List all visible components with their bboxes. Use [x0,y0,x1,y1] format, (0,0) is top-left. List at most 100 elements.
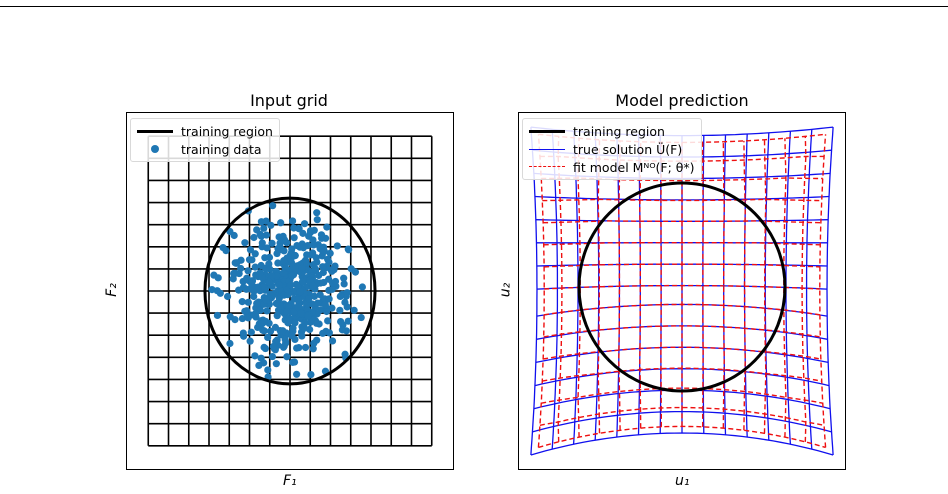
training-data-point [338,326,346,334]
training-data-point [341,298,349,306]
legend-label: true solution Ü(F) [573,141,683,157]
true-solution-line-vertical [826,127,834,456]
legend-label: fit model Mᴺᴼ(F; θ*) [573,159,695,175]
training-data-point [331,277,340,286]
training-data-point [258,239,266,247]
training-data-point [343,289,351,297]
training-data-point [268,239,276,247]
training-data-point [281,335,289,344]
true-solution-line-vertical [805,129,813,450]
training-data-point [284,317,292,325]
fit-model-line-vertical [801,136,807,442]
training-data-point [235,286,243,294]
training-data-point [341,350,349,358]
training-data-point [219,243,227,252]
training-data-point [243,307,251,315]
training-data-point [226,339,234,348]
training-data-point [279,327,287,335]
training-data-point [301,343,310,352]
training-data-point [294,295,302,304]
fit-model-line-vertical [743,140,746,431]
training-data-point [254,283,262,291]
training-data-point [232,259,240,267]
training-data-point [294,303,302,311]
training-data-point [344,317,352,325]
training-data-point [245,256,254,264]
training-data-point [345,246,353,254]
fit-model-line-horizontal [543,220,821,224]
training-data-point [235,269,243,278]
training-data-point [230,269,238,278]
fit-model-line-horizontal [543,241,821,246]
left-chart-title: Input grid [250,91,328,110]
legend-entry-true-solution: true solution Ü(F) [529,140,695,158]
training-data-point [310,292,319,300]
training-data-point [320,278,328,287]
training-data-point [208,286,216,294]
training-data-point [256,269,264,277]
training-data-point [267,271,276,280]
training-data-point [263,244,271,252]
fit-model-line-vertical [763,139,767,434]
training-data-point [298,278,307,286]
legend-label: training data [181,141,262,157]
training-data-point [324,255,332,263]
right-legend: training region true solution Ü(F) fit m… [522,118,702,180]
training-data-point [267,221,275,229]
right-chart-title: Model prediction [615,91,749,110]
right-y-axis-label: u₂ [497,282,514,298]
training-data-point [213,311,222,320]
training-data-point [238,298,246,306]
training-data-point [277,219,285,227]
training-data-point [253,299,261,308]
training-data-point [276,243,284,251]
training-data-point [263,307,271,315]
training-data-point [298,264,306,273]
training-data-point [273,299,281,308]
training-data-point [304,295,313,303]
legend-label: training region [181,123,273,139]
legend-label: training region [573,123,665,139]
training-data-point [242,285,250,293]
training-data-point [279,269,288,277]
true-solution-line-horizontal [530,432,834,456]
fit-model-line-vertical [722,141,725,429]
training-data-point [269,202,277,210]
training-data-point [250,233,258,242]
training-data-point [316,291,324,299]
training-data-point [280,257,288,265]
training-data-point [239,329,247,337]
training-data-point [297,309,305,317]
legend-key-dot [137,142,173,156]
training-data-point [262,296,270,304]
training-data-point [283,307,291,316]
legend-entry-training-region: training region [137,122,273,140]
training-data-point [328,285,336,293]
training-data-point [251,310,260,318]
training-data-point [244,314,252,322]
training-data-point [210,271,218,279]
training-data-point [251,263,259,271]
training-data-point [288,217,297,225]
training-data-point [244,298,252,306]
fit-model-line-vertical [819,134,827,448]
training-region-circle [577,181,787,393]
training-data-point [230,231,238,240]
training-data-point [298,332,306,340]
training-data-point [261,254,269,262]
right-x-axis-label: u₁ [675,473,690,489]
fit-model-line-horizontal [542,198,822,202]
training-data-point [293,370,301,378]
training-data-point [326,249,334,257]
training-data-point [293,344,301,352]
training-data-point [358,283,366,291]
fit-model-line-vertical [577,138,581,438]
training-data-point [296,288,305,296]
training-data-point [319,329,327,337]
training-data-point [319,268,327,277]
training-data-point [336,306,344,314]
training-data-point [313,336,321,344]
training-data-point [257,232,265,240]
